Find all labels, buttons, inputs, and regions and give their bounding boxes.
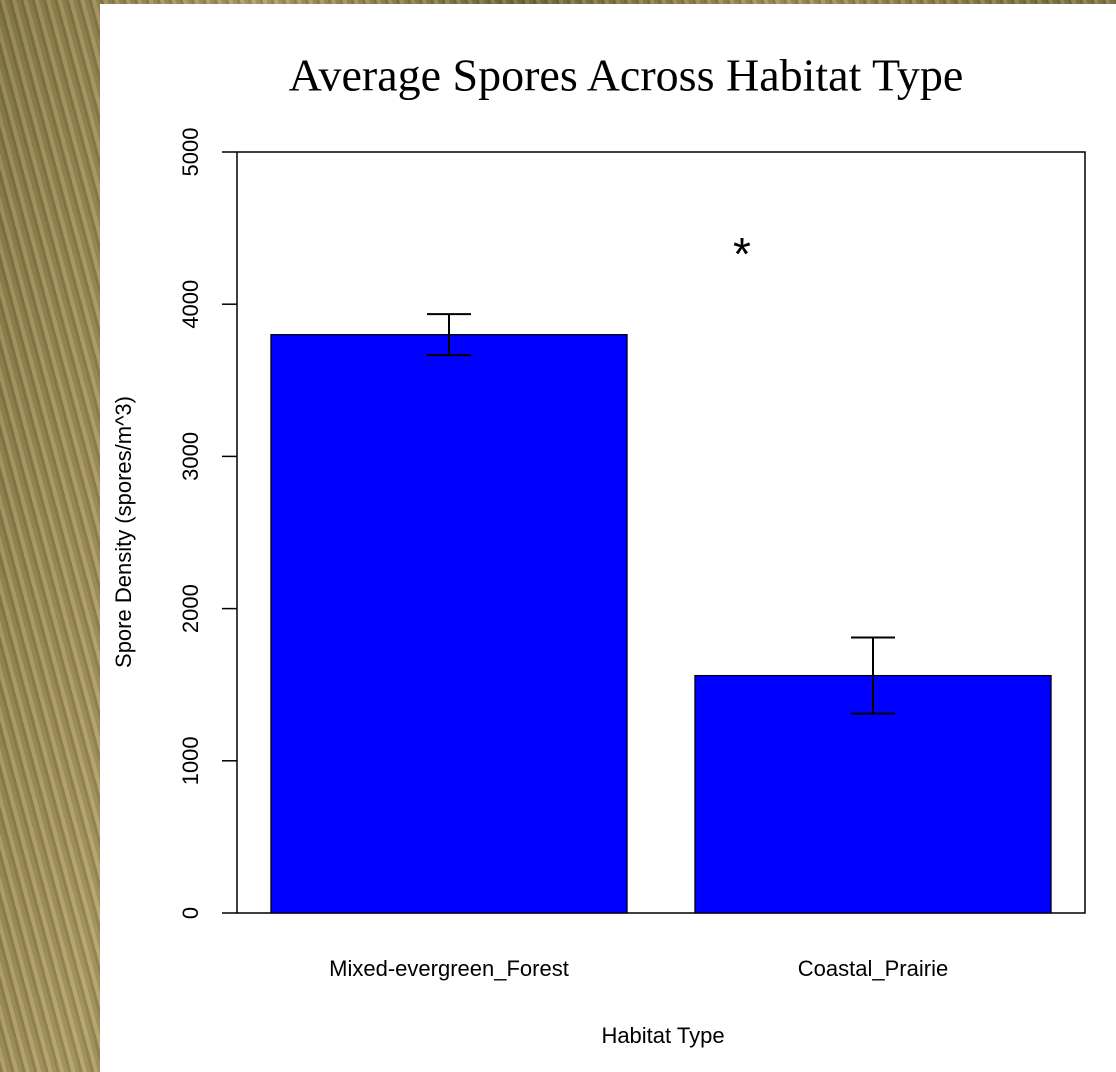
- y-tick-label: 0: [178, 907, 203, 919]
- chart-title: Average Spores Across Habitat Type: [289, 50, 964, 101]
- y-tick-label: 5000: [178, 128, 203, 177]
- chart: Average Spores Across Habitat Type Habit…: [0, 0, 1116, 1072]
- x-tick-label: Coastal_Prairie: [798, 956, 948, 981]
- bar: [271, 335, 627, 913]
- y-tick-label: 2000: [178, 584, 203, 633]
- x-axis-label: Habitat Type: [601, 1023, 724, 1048]
- y-axis-label: Spore Density (spores/m^3): [111, 396, 136, 668]
- y-tick-label: 1000: [178, 736, 203, 785]
- page: Average Spores Across Habitat Type Habit…: [0, 0, 1116, 1072]
- y-tick-label: 3000: [178, 432, 203, 481]
- x-tick-label: Mixed-evergreen_Forest: [329, 956, 569, 981]
- annotation: *: [733, 228, 751, 280]
- y-tick-label: 4000: [178, 280, 203, 329]
